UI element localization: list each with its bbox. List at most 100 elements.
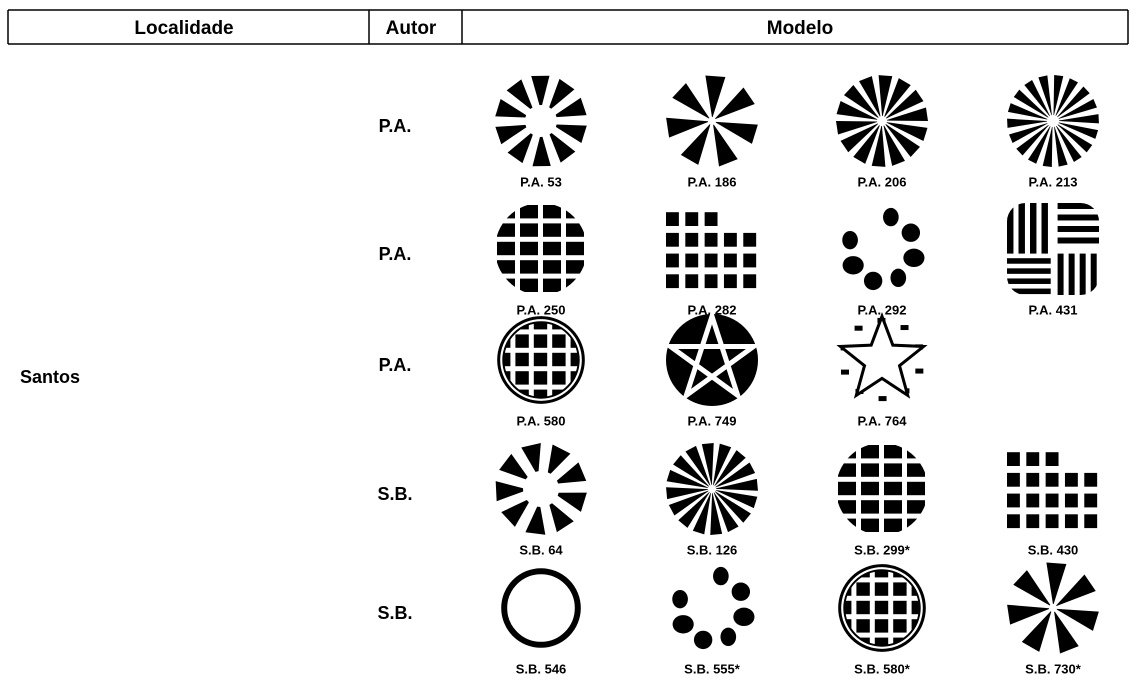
cell [503, 352, 511, 367]
author: P.A. [379, 116, 412, 136]
wedge [673, 455, 710, 487]
cell [1026, 493, 1040, 508]
wedge [836, 100, 878, 120]
wedge [549, 78, 575, 109]
cell [497, 205, 515, 219]
wedge [532, 136, 551, 167]
cell [874, 600, 889, 615]
model-icon [666, 212, 757, 289]
wedge [878, 75, 893, 117]
cell [838, 518, 856, 532]
cell [533, 389, 548, 398]
cell [515, 371, 529, 385]
cell [566, 278, 584, 292]
cell [503, 389, 511, 398]
wedge [507, 133, 533, 164]
stripe [1057, 253, 1064, 295]
cell [884, 500, 902, 514]
blob [901, 223, 921, 242]
wedge [1056, 125, 1082, 162]
star [662, 308, 762, 402]
header: Localidade [134, 18, 233, 39]
wedge [713, 492, 739, 533]
cell [884, 445, 902, 459]
wedge [672, 83, 710, 119]
cell [552, 334, 566, 348]
wedge [556, 462, 587, 484]
wedge [715, 478, 758, 491]
cell [874, 637, 889, 646]
blob [903, 248, 925, 268]
cell [861, 463, 879, 477]
wedge [886, 107, 928, 122]
model-icon [666, 75, 758, 167]
model-icon [497, 316, 585, 404]
cell [1064, 472, 1078, 487]
stripe [1007, 268, 1051, 274]
cell [911, 570, 920, 578]
blob [863, 271, 883, 291]
disc [666, 314, 758, 406]
wedge [715, 489, 758, 509]
cell [566, 205, 584, 219]
cell [884, 518, 902, 532]
cell [838, 481, 856, 496]
wedge [495, 481, 524, 502]
wedge [714, 450, 746, 487]
wedge [1056, 608, 1099, 631]
wedge [1057, 124, 1093, 153]
cell [1007, 514, 1020, 529]
cell [884, 481, 902, 496]
stripe [1079, 253, 1086, 295]
cell [743, 253, 757, 268]
wedge [525, 506, 546, 535]
model-icon [1007, 203, 1099, 295]
ring [843, 569, 921, 647]
cell [543, 223, 561, 237]
blob [883, 207, 899, 227]
wedge [859, 76, 881, 117]
cell [1084, 472, 1098, 487]
cell [685, 253, 699, 268]
model-icon [497, 205, 584, 292]
wedge [1038, 75, 1052, 116]
stripe [1068, 253, 1075, 295]
model-caption: S.B. 580* [854, 661, 911, 676]
wedge [836, 120, 878, 135]
stripe [1018, 203, 1025, 254]
stripe [1057, 226, 1099, 232]
fleck [840, 369, 849, 375]
model-caption: S.B. 546 [516, 661, 567, 676]
model-caption: P.A. 749 [688, 413, 737, 428]
model-caption: S.B. 126 [687, 542, 738, 557]
wedge [1007, 604, 1050, 625]
wedge [714, 491, 751, 523]
cell [552, 371, 566, 385]
cell [1045, 514, 1059, 529]
wedge [885, 89, 924, 119]
wedge [710, 492, 723, 535]
wedge [1024, 80, 1050, 117]
wedge [1058, 122, 1099, 139]
wedge [666, 469, 709, 489]
cell [874, 619, 889, 633]
wedge [1013, 89, 1049, 118]
cell [533, 352, 548, 367]
cell [515, 352, 529, 367]
cell [520, 260, 538, 274]
cell [666, 274, 679, 289]
cell [907, 445, 925, 459]
cell [1026, 452, 1040, 466]
cell [704, 232, 718, 247]
blob [733, 607, 755, 627]
wedge [840, 123, 879, 153]
cell [570, 352, 579, 367]
cell [856, 582, 870, 596]
cell [1007, 452, 1020, 466]
blob [731, 582, 751, 601]
wedge [666, 117, 709, 138]
ring [501, 568, 581, 648]
wedge [712, 443, 732, 486]
wedge [1009, 123, 1048, 143]
wedge [557, 492, 587, 512]
